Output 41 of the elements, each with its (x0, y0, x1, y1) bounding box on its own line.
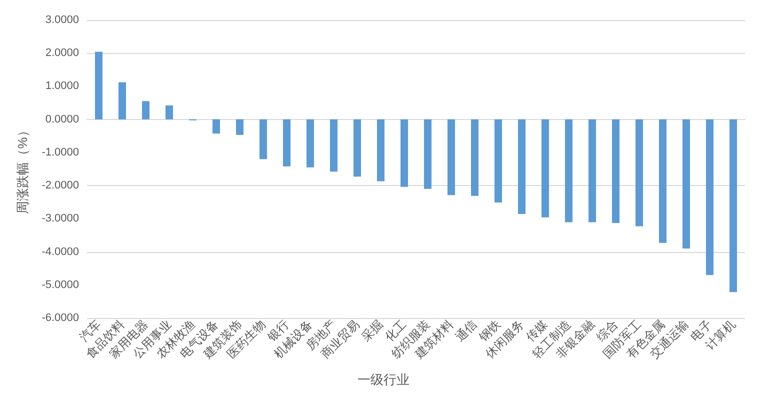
bar (424, 119, 432, 189)
y-tick-label: 1.0000 (45, 80, 79, 92)
bar (541, 119, 550, 218)
y-tick-label: -6.0000 (42, 312, 79, 324)
bar (212, 119, 220, 134)
bar (635, 119, 644, 226)
bar (118, 82, 126, 120)
y-tick-label: 2.0000 (45, 47, 79, 60)
bar (165, 105, 174, 120)
bar (588, 119, 596, 222)
bar (682, 119, 690, 248)
bar (259, 119, 268, 160)
y-tick-label: 3.0000 (45, 14, 79, 26)
bar (142, 101, 150, 120)
x-tick-label: 通信 (452, 317, 480, 344)
bar (612, 119, 620, 223)
y-tick-label: 0.0000 (45, 113, 79, 126)
y-tick-label: -1.0000 (42, 146, 79, 158)
bar (400, 119, 408, 187)
bar (282, 119, 291, 166)
bar (306, 119, 314, 168)
y-tick-label: -3.0000 (42, 212, 79, 225)
bar (494, 119, 502, 202)
bar (376, 119, 385, 182)
bar (706, 119, 714, 275)
x-tick-label: 采掘 (358, 317, 386, 344)
bar (447, 119, 456, 196)
y-tick-label: -5.0000 (42, 278, 79, 291)
bar (353, 119, 362, 177)
bar (564, 119, 573, 222)
x-axis-title: 一级行业 (358, 372, 410, 387)
bar (236, 119, 244, 135)
y-tick-label: -2.0000 (42, 180, 79, 192)
bar (729, 119, 738, 292)
bar (470, 119, 479, 196)
y-axis-title: 周涨跌幅（%） (15, 124, 30, 214)
bar (94, 52, 103, 120)
bar (658, 119, 667, 243)
bar (518, 119, 526, 214)
bar (330, 119, 338, 172)
y-tick-label: -4.0000 (42, 246, 79, 258)
